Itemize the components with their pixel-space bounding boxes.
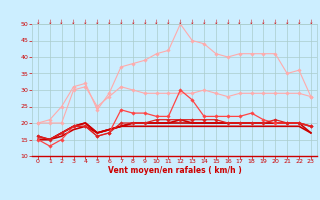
X-axis label: Vent moyen/en rafales ( km/h ): Vent moyen/en rafales ( km/h ) bbox=[108, 166, 241, 175]
